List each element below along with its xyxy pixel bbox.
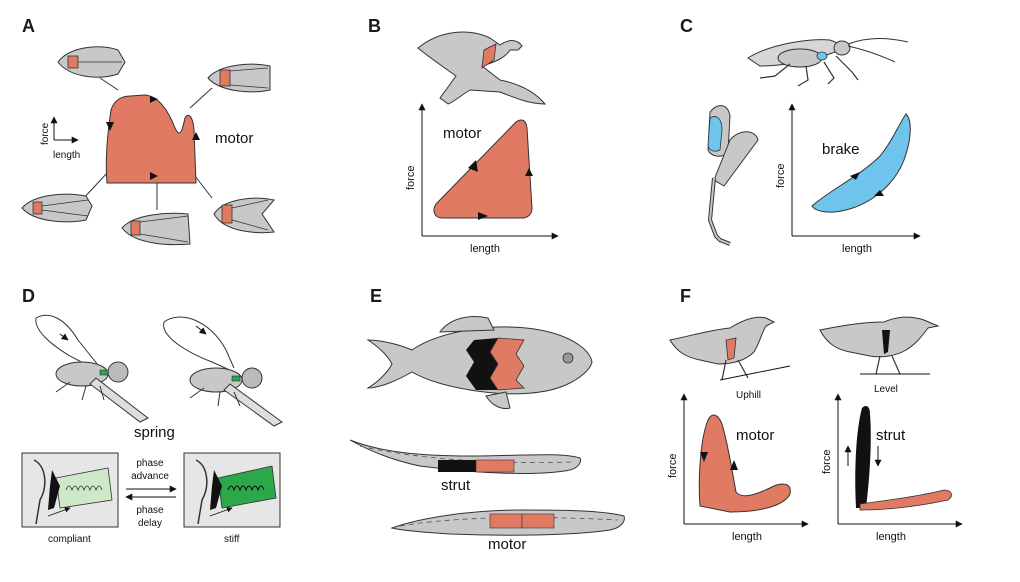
a-connectors <box>81 77 213 210</box>
c-arrow-upper <box>850 172 860 180</box>
panel-a: A motor force length <box>21 16 275 246</box>
f-left-axis-length: length <box>732 531 762 543</box>
panel-c-letter: C <box>680 16 693 36</box>
d-stiff-box <box>183 452 281 528</box>
f-motor-loop <box>698 414 791 513</box>
c-leg <box>707 105 759 246</box>
d-phase-delay-1: phase <box>136 505 164 516</box>
f-motor-arrow-down <box>700 452 708 462</box>
a-mini-axes: force length <box>40 116 80 161</box>
d-compliant-box <box>21 452 119 528</box>
e-strut-eel <box>349 439 581 474</box>
panel-c: C force length brake <box>680 16 921 255</box>
b-axis-length: length <box>470 243 500 255</box>
b-bird <box>417 31 547 105</box>
f-motor-label: motor <box>736 427 774 444</box>
e-motor-eel <box>390 509 625 536</box>
f-right-axis-length: length <box>876 531 906 543</box>
c-axis-length: length <box>842 243 872 255</box>
a-axis-force: force <box>40 122 51 145</box>
d-fly-right <box>163 316 283 427</box>
d-phase-advance-2: advance <box>131 471 169 482</box>
d-compliant-caption: compliant <box>48 534 91 545</box>
d-spring-label: spring <box>134 424 175 441</box>
f-bird-level <box>819 316 940 375</box>
b-motor-loop <box>433 119 533 219</box>
a-insect-top-2 <box>207 63 271 93</box>
f-uphill-label: Uphill <box>736 390 761 401</box>
b-axis-force: force <box>405 166 417 190</box>
a-insect-top-3 <box>21 193 93 223</box>
f-left-axis-force: force <box>667 454 679 478</box>
panel-e-letter: E <box>370 286 382 306</box>
a-loop-arrow-top <box>150 96 158 103</box>
a-loop-arrow-left <box>106 122 114 131</box>
panel-b: B force length motor <box>368 16 559 255</box>
a-loop-arrow-right <box>192 132 200 140</box>
panel-d: D spring <box>21 286 283 545</box>
f-strut-loop <box>855 406 871 508</box>
c-arrow-lower <box>874 190 884 196</box>
b-arrow-left <box>468 160 478 172</box>
a-insect-top-4 <box>121 212 191 246</box>
e-fish <box>366 316 593 409</box>
f-right-axis-force: force <box>821 450 833 474</box>
d-phase-advance-1: phase <box>136 458 164 469</box>
a-axis-length: length <box>53 150 80 161</box>
panel-f-letter: F <box>680 286 691 306</box>
f-strut-foot <box>859 489 952 511</box>
f-motor-arrow-up <box>730 460 738 470</box>
panel-f: F Uphill Level force length motor force <box>667 286 963 543</box>
a-loop-arrow-bottom <box>150 172 158 180</box>
a-insect-top-5 <box>213 197 275 234</box>
f-strut-label: strut <box>876 427 906 444</box>
e-strut-label: strut <box>441 477 471 494</box>
d-fly-left <box>35 314 149 423</box>
c-insect <box>747 38 909 87</box>
a-motor-label: motor <box>215 130 253 147</box>
b-arrow-right <box>525 168 533 176</box>
d-stiff-caption: stiff <box>224 534 240 545</box>
c-brake-label: brake <box>822 141 860 158</box>
d-phase-delay-2: delay <box>138 518 162 529</box>
b-arrow-bottom <box>478 212 488 220</box>
panel-e: E strut motor <box>349 286 625 553</box>
a-motor-loop <box>105 94 197 184</box>
b-motor-label: motor <box>443 125 481 142</box>
c-brake-loop <box>811 113 911 213</box>
f-bird-uphill <box>669 316 791 381</box>
panel-b-letter: B <box>368 16 381 36</box>
a-insect-top-1 <box>57 46 126 78</box>
e-motor-label: motor <box>488 536 526 553</box>
panel-a-letter: A <box>22 16 35 36</box>
panel-d-letter: D <box>22 286 35 306</box>
f-level-label: Level <box>874 384 898 395</box>
c-axis-force: force <box>775 164 787 188</box>
